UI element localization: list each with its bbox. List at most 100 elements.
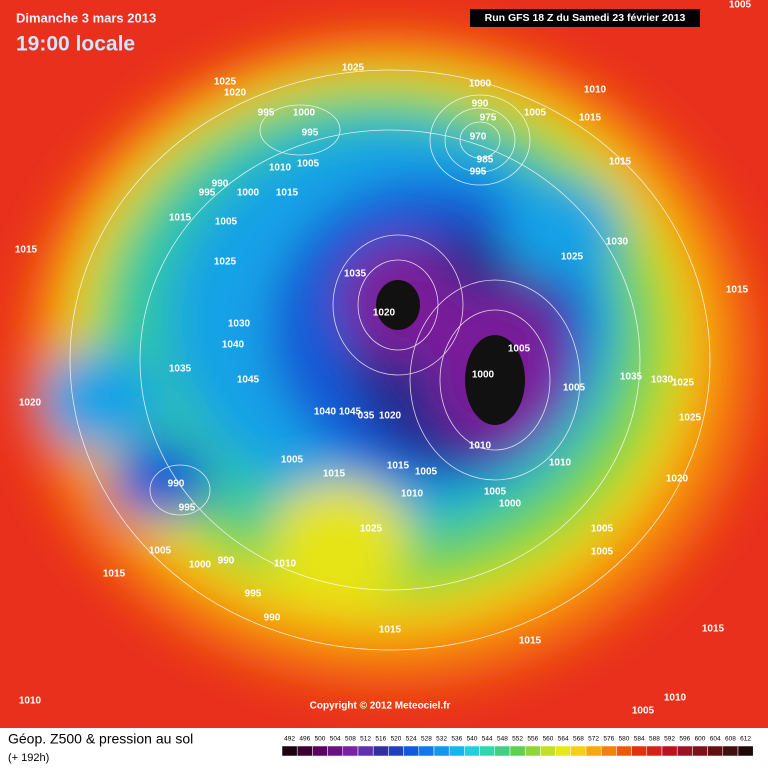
pressure-label: 990 bbox=[218, 556, 235, 567]
pressure-label: 990 bbox=[212, 179, 229, 190]
scale-label: 536 bbox=[451, 736, 462, 743]
scale-label: 552 bbox=[512, 736, 523, 743]
scale-swatch bbox=[418, 745, 435, 757]
pressure-label: 1030 bbox=[606, 237, 629, 248]
pressure-label: 995 bbox=[199, 188, 216, 199]
pressure-labels: 1005 1025 1020 1025 1000 1010 990 975 995 1000 995… bbox=[15, 0, 752, 717]
scale-swatch bbox=[737, 745, 754, 757]
pressure-label: 1005 bbox=[215, 217, 238, 228]
run-info: Run GFS 18 Z du Samedi 23 février 2013 bbox=[485, 12, 686, 24]
scale-swatch bbox=[312, 745, 328, 757]
scale-label: 492 bbox=[284, 736, 295, 743]
pressure-label: 1020 bbox=[666, 474, 689, 485]
pressure-label: 1015 bbox=[387, 461, 410, 472]
scale-label: 532 bbox=[436, 736, 447, 743]
scale-swatch bbox=[616, 745, 632, 757]
pressure-label: 1035 bbox=[620, 372, 643, 383]
scale-label: 612 bbox=[740, 736, 751, 743]
scale-swatch bbox=[555, 745, 572, 757]
pressure-label: 1005 bbox=[415, 467, 438, 478]
pressure-label: 1005 bbox=[591, 524, 614, 535]
pressure-label: 1045 bbox=[339, 407, 362, 418]
scale-label: 504 bbox=[330, 736, 341, 743]
pressure-label: 1015 bbox=[702, 624, 725, 635]
scale-label: 600 bbox=[695, 736, 706, 743]
pressure-label: 1015 bbox=[103, 569, 126, 580]
scale-swatch bbox=[707, 745, 724, 757]
pressure-label: 1005 bbox=[508, 344, 531, 355]
pressure-label: 1025 bbox=[561, 252, 584, 263]
pressure-label: 1015 bbox=[609, 157, 632, 168]
pressure-label: 1015 bbox=[15, 245, 38, 256]
pressure-label: 1035 bbox=[344, 269, 367, 280]
scale-swatch bbox=[585, 745, 602, 757]
scale-swatch bbox=[479, 745, 496, 757]
pressure-label: 1000 bbox=[237, 188, 260, 199]
pressure-label: 1015 bbox=[726, 285, 749, 296]
scale-swatch bbox=[570, 745, 587, 757]
scale-swatch bbox=[676, 745, 693, 757]
scale-swatch bbox=[540, 745, 556, 757]
pressure-label: 1025 bbox=[672, 378, 695, 389]
pressure-label: 1015 bbox=[519, 636, 542, 647]
scale-label: 524 bbox=[406, 736, 417, 743]
pressure-label: 1005 bbox=[632, 706, 655, 717]
scale-label: 608 bbox=[725, 736, 736, 743]
pressure-label: 1005 bbox=[563, 383, 586, 394]
scale-swatch bbox=[600, 745, 617, 757]
pressure-label: 1020 bbox=[379, 411, 402, 422]
pressure-label: 990 bbox=[264, 613, 281, 624]
pressure-label: 970 bbox=[470, 132, 487, 143]
pressure-label: 1020 bbox=[224, 88, 247, 99]
pressure-label: 1015 bbox=[276, 188, 299, 199]
pressure-label: 1010 bbox=[664, 693, 687, 704]
pressure-label: 1005 bbox=[297, 159, 320, 170]
pressure-label: 1015 bbox=[323, 469, 346, 480]
footer-title: Géop. Z500 & pression au sol bbox=[8, 731, 193, 747]
pressure-label: 995 bbox=[179, 503, 196, 514]
pressure-label: 1045 bbox=[237, 375, 260, 386]
pressure-label: 1010 bbox=[269, 163, 292, 174]
scale-label: 580 bbox=[619, 736, 630, 743]
scale-swatch bbox=[342, 745, 359, 757]
pressure-label: 1005 bbox=[729, 0, 752, 11]
pressure-label: 1005 bbox=[591, 547, 614, 558]
scale-swatch bbox=[281, 745, 298, 757]
pressure-label: 1005 bbox=[484, 487, 507, 498]
pressure-label: 975 bbox=[480, 113, 497, 124]
scale-swatch bbox=[448, 745, 465, 757]
pressure-label: 1020 bbox=[373, 308, 396, 319]
pressure-label: 1000 bbox=[189, 560, 212, 571]
scale-swatch bbox=[464, 745, 480, 757]
scale-label: 516 bbox=[375, 736, 386, 743]
pressure-label: 995 bbox=[470, 167, 487, 178]
scale-label: 568 bbox=[573, 736, 584, 743]
scale-label: 520 bbox=[391, 736, 402, 743]
scale-label: 540 bbox=[467, 736, 478, 743]
pressure-label: 990 bbox=[168, 479, 185, 490]
pressure-label: 1015 bbox=[169, 213, 192, 224]
scale-label: 596 bbox=[679, 736, 690, 743]
pressure-label: 995 bbox=[245, 589, 262, 600]
scale-label: 564 bbox=[558, 736, 569, 743]
copyright: Copyright © 2012 Meteociel.fr bbox=[310, 701, 451, 712]
scale-label: 588 bbox=[649, 736, 660, 743]
pressure-label: 1010 bbox=[401, 489, 424, 500]
scale-swatch bbox=[388, 745, 404, 757]
scale-swatch bbox=[646, 745, 663, 757]
pressure-label: 1000 bbox=[499, 499, 522, 510]
pressure-label: 985 bbox=[477, 155, 494, 166]
scale-label: 584 bbox=[634, 736, 645, 743]
pressure-label: 1015 bbox=[579, 113, 602, 124]
scale-label: 548 bbox=[497, 736, 508, 743]
pressure-label: 1010 bbox=[19, 696, 42, 707]
scale-swatch bbox=[661, 745, 678, 757]
scale-swatch bbox=[524, 745, 541, 757]
scale-label: 512 bbox=[360, 736, 371, 743]
scale-label: 528 bbox=[421, 736, 432, 743]
pressure-label: 1005 bbox=[149, 546, 172, 557]
scale-label: 496 bbox=[299, 736, 310, 743]
pressure-label: 1005 bbox=[524, 108, 547, 119]
scale-label: 560 bbox=[543, 736, 554, 743]
pressure-label: 1025 bbox=[214, 257, 237, 268]
